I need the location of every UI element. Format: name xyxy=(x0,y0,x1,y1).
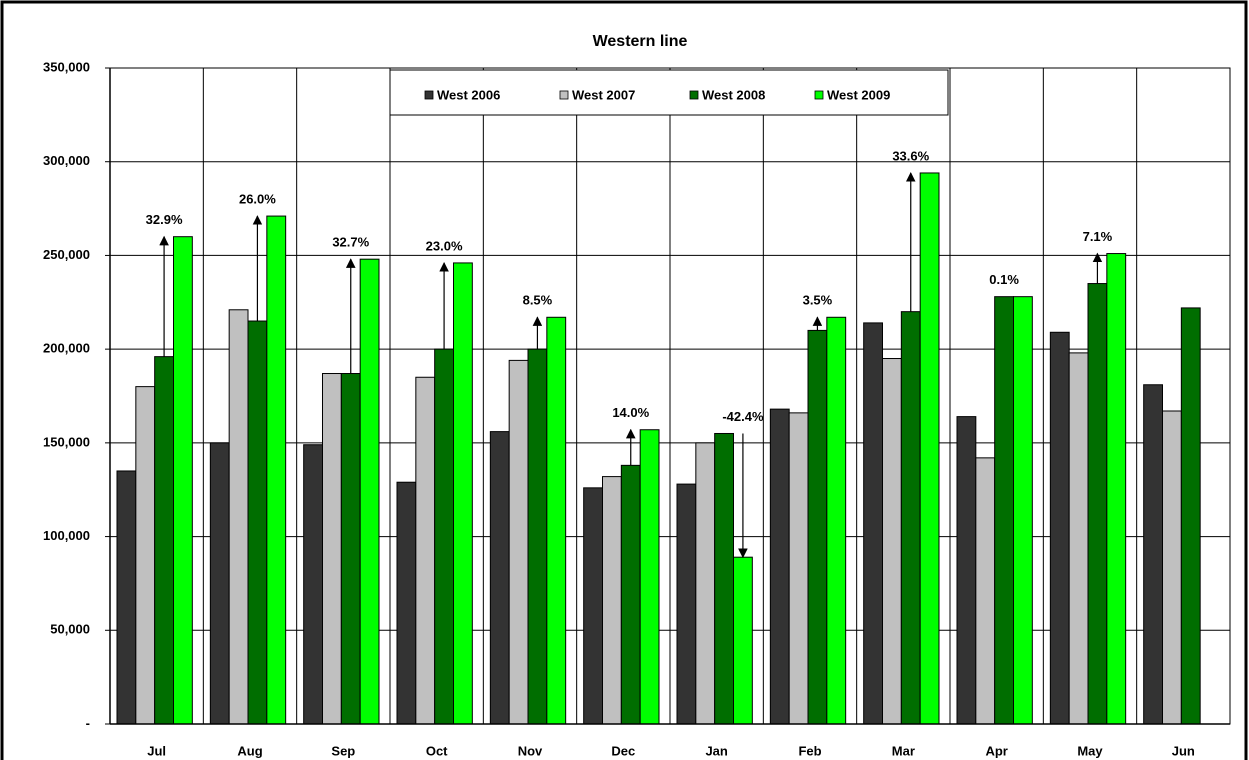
bar xyxy=(209,442,230,725)
bar xyxy=(900,311,921,725)
x-tick-label: Jul xyxy=(147,743,166,758)
bar xyxy=(826,316,847,725)
legend-label: West 2008 xyxy=(702,87,765,102)
bar xyxy=(1106,253,1127,725)
bar xyxy=(173,236,193,725)
change-label: 33.6% xyxy=(892,148,929,163)
bar xyxy=(788,412,809,725)
bar xyxy=(676,483,697,725)
change-label: 26.0% xyxy=(239,192,276,207)
bar xyxy=(1049,331,1070,725)
bar xyxy=(1162,410,1182,725)
bar xyxy=(527,348,548,725)
bar xyxy=(733,556,753,725)
bar xyxy=(1143,384,1163,725)
x-tick-label: Jan xyxy=(705,743,727,758)
bar xyxy=(508,359,529,725)
x-tick-label: Mar xyxy=(892,743,915,758)
bar xyxy=(340,373,361,725)
y-tick-label: 150,000 xyxy=(43,434,90,449)
bar xyxy=(602,476,622,725)
bar xyxy=(1180,307,1201,725)
x-tick-label: May xyxy=(1077,743,1103,758)
x-tick-label: Sep xyxy=(331,743,355,758)
x-tick-label: Jun xyxy=(1172,743,1195,758)
bar xyxy=(546,316,567,725)
change-label: 14.0% xyxy=(612,405,649,420)
y-tick-label: 350,000 xyxy=(43,59,90,74)
x-tick-label: Feb xyxy=(798,743,821,758)
legend-label: West 2009 xyxy=(827,87,890,102)
chart-title: Western line xyxy=(593,33,688,50)
bar xyxy=(994,296,1015,725)
legend-swatch xyxy=(559,90,569,100)
bar xyxy=(695,442,716,725)
change-label: 7.1% xyxy=(1083,229,1113,244)
bar xyxy=(956,416,977,725)
y-tick-label: 50,000 xyxy=(50,622,90,637)
bar xyxy=(769,408,790,725)
legend-swatch xyxy=(424,90,434,100)
bar xyxy=(116,470,137,725)
bar xyxy=(154,356,175,725)
bar xyxy=(266,215,287,725)
bar xyxy=(303,444,323,725)
change-label: 32.9% xyxy=(146,212,183,227)
bar xyxy=(583,487,604,725)
x-tick-label: Nov xyxy=(518,743,543,758)
y-tick-label: 250,000 xyxy=(43,247,90,262)
bar xyxy=(434,348,454,725)
x-tick-label: Oct xyxy=(426,743,448,758)
legend-label: West 2006 xyxy=(437,87,500,102)
change-label: 23.0% xyxy=(426,238,463,253)
bar xyxy=(1087,283,1108,725)
legend-label: West 2007 xyxy=(572,87,635,102)
bar xyxy=(415,376,436,725)
bar xyxy=(322,373,342,725)
bar xyxy=(639,429,660,725)
legend-swatch xyxy=(689,90,699,100)
bar xyxy=(135,386,156,725)
legend-box xyxy=(389,69,949,116)
bar xyxy=(1068,352,1089,725)
y-tick-label: 300,000 xyxy=(43,153,90,168)
y-tick-label: 200,000 xyxy=(43,341,90,356)
change-label: -42.4% xyxy=(722,409,764,424)
bar xyxy=(620,464,641,725)
x-tick-label: Dec xyxy=(611,743,635,758)
change-label: 3.5% xyxy=(803,293,833,308)
legend-swatch xyxy=(814,90,824,100)
bar xyxy=(1013,296,1033,725)
bar xyxy=(453,262,473,725)
bar xyxy=(919,172,940,725)
x-tick-label: Aug xyxy=(237,743,262,758)
bar xyxy=(975,457,996,725)
bar xyxy=(228,309,249,725)
bar xyxy=(359,258,380,725)
change-label: 8.5% xyxy=(523,293,553,308)
bar xyxy=(247,320,268,725)
bar xyxy=(714,432,735,725)
bar xyxy=(882,358,902,725)
bar xyxy=(863,322,884,725)
bar xyxy=(807,329,828,725)
y-tick-label: 100,000 xyxy=(43,528,90,543)
bar xyxy=(396,481,417,725)
bar xyxy=(489,431,510,725)
change-label: 0.1% xyxy=(989,272,1019,287)
change-label: 32.7% xyxy=(332,235,369,250)
y-tick-label: - xyxy=(86,715,90,730)
x-tick-label: Apr xyxy=(985,743,1007,758)
